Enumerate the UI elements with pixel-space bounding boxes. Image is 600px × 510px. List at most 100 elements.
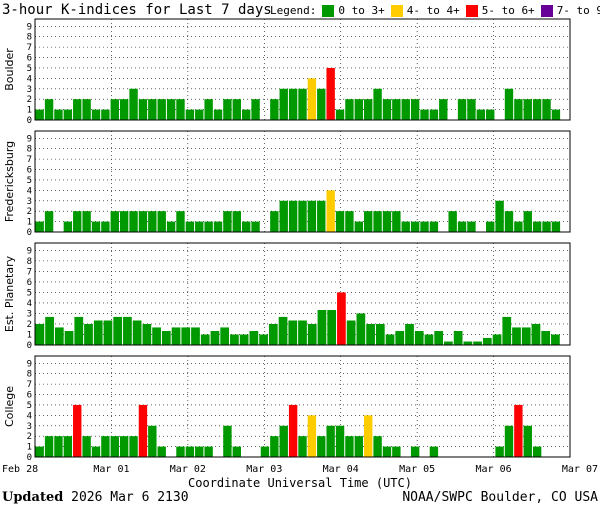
panel-2-bar-43 [453, 331, 463, 345]
x-tick-3: Mar 03 [246, 464, 282, 475]
panel-0-bar-19 [213, 109, 223, 120]
panel-0-bar-30 [317, 88, 326, 120]
panel-2-bar-44 [463, 341, 473, 345]
panel-0-bar-21 [232, 99, 241, 120]
panel-3-bar-28 [298, 436, 307, 457]
panel-1-bar-16 [185, 221, 195, 232]
panel-3-bar-35 [364, 415, 373, 457]
panel-3-bar-17 [195, 446, 204, 457]
panel-3-bar-1 [44, 436, 54, 457]
panel-1-bar-41 [420, 221, 429, 232]
panel-2-bar-17 [200, 334, 210, 345]
panel-1-bar-46 [467, 221, 476, 232]
panel-1-bar-15 [176, 211, 185, 232]
panel-1-bar-1 [44, 211, 54, 232]
panel-0-bar-20 [223, 99, 232, 120]
x-tick-0: Feb 28 [2, 464, 38, 475]
panel-2-bar-6 [93, 320, 103, 345]
panel-3-ytick-5: 5 [27, 401, 32, 411]
panel-1-bar-10 [129, 211, 138, 232]
panel-3-bar-37 [382, 446, 392, 457]
x-tick-4: Mar 04 [323, 464, 359, 475]
panel-0-ytick-2: 2 [27, 95, 32, 105]
panel-1-bar-33 [345, 211, 354, 232]
panel-1-bar-51 [514, 221, 523, 232]
panel-3-bar-53 [532, 446, 542, 457]
panel-0-bar-29 [307, 78, 317, 120]
panel-2-bar-2 [54, 327, 64, 345]
panel-0-bar-53 [532, 99, 542, 120]
panel-2-bar-42 [444, 341, 453, 345]
panel-1-bar-22 [241, 221, 251, 232]
panel-2-bar-26 [288, 320, 298, 345]
panel-3-bar-34 [354, 436, 364, 457]
panel-3-bar-51 [514, 404, 523, 457]
panel-2-bar-25 [278, 316, 288, 345]
x-tick-7: Mar 07 [562, 464, 598, 475]
footer-credit: NOAA/SWPC Boulder, CO USA [402, 490, 598, 505]
updated-label: Updated [2, 490, 64, 505]
panel-2-bar-19 [220, 327, 230, 345]
panel-0-bar-32 [335, 109, 345, 120]
updated-value: 2026 Mar 6 2130 [71, 490, 189, 505]
panel-2-bar-20 [230, 334, 239, 345]
panel-0-bar-36 [373, 88, 382, 120]
panel-border-0 [34, 18, 571, 121]
panel-0-bar-33 [345, 99, 354, 120]
panel-3-ytick-8: 8 [27, 370, 32, 380]
panel-1-bar-49 [495, 200, 504, 232]
panel-3-bar-13 [157, 446, 166, 457]
panel-1-bar-23 [251, 221, 260, 232]
panel-0-bar-18 [204, 99, 213, 120]
panel-3-ytick-9: 9 [27, 359, 32, 369]
panel-1-bar-38 [392, 211, 401, 232]
panel-2-bar-40 [424, 334, 434, 345]
panel-1-bar-40 [410, 221, 420, 232]
panel-1-bar-29 [307, 200, 317, 232]
panel-2-ytick-3: 3 [27, 309, 32, 319]
panel-2-ytick-5: 5 [27, 288, 32, 298]
panel-1-bar-4 [73, 211, 82, 232]
panel-3-bar-18 [204, 446, 213, 457]
panel-1-bar-3 [63, 221, 73, 232]
panel-1-bar-9 [119, 211, 129, 232]
panel-3-bar-0 [35, 446, 44, 457]
panel-0-ytick-1: 1 [27, 106, 32, 116]
panel-1-bar-18 [204, 221, 213, 232]
panel-1-bar-30 [317, 200, 326, 232]
panel-0-bar-15 [176, 99, 185, 120]
panel-0-ytick-9: 9 [27, 22, 32, 32]
panel-2-bar-47 [492, 334, 502, 345]
panel-1-ytick-5: 5 [27, 176, 32, 186]
panel-0-bar-7 [101, 109, 110, 120]
x-tick-1: Mar 01 [93, 464, 129, 475]
panel-3-bar-42 [429, 446, 439, 457]
panel-3-bar-7 [101, 436, 110, 457]
panel-0-bar-4 [73, 99, 82, 120]
panel-2-bar-21 [239, 334, 249, 345]
panel-2-bar-38 [405, 323, 414, 345]
panel-0-bar-13 [157, 99, 166, 120]
panel-1-bar-25 [270, 211, 279, 232]
chart-title: 3-hour K-indices for Last 7 days [2, 2, 272, 18]
panel-1-ytick-3: 3 [27, 197, 32, 207]
panel-1-bar-26 [279, 200, 288, 232]
panel-3-bar-31 [326, 425, 335, 457]
panel-0-bar-9 [119, 99, 129, 120]
panel-0-bar-22 [241, 109, 251, 120]
panel-1-bar-20 [223, 211, 232, 232]
panel-3-bar-21 [232, 446, 241, 457]
panel-1-bar-31 [326, 190, 335, 232]
panel-3-bar-27 [288, 404, 298, 457]
panel-2-bar-51 [531, 323, 541, 345]
panel-2-station-label: Est. Planetary [3, 255, 16, 332]
legend-item-3-label: 7- to 9 [556, 4, 600, 17]
panel-1-bar-6 [91, 221, 101, 232]
panel-3-bar-15 [176, 446, 185, 457]
panel-0-bar-51 [514, 99, 523, 120]
panel-1-bar-21 [232, 211, 241, 232]
panel-2-ytick-7: 7 [27, 267, 32, 277]
panel-3-bar-49 [495, 446, 504, 457]
panel-2-ytick-6: 6 [27, 278, 32, 288]
